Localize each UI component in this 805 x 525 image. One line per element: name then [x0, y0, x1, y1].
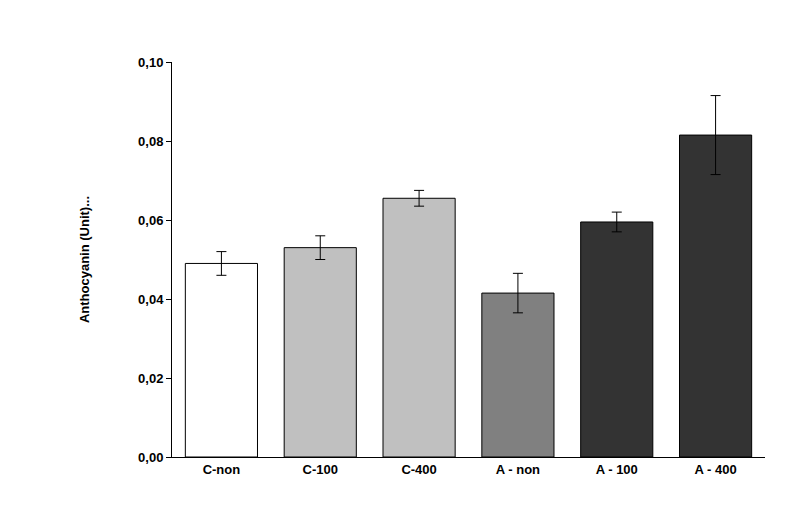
svg-text:0,06: 0,06: [138, 213, 163, 228]
svg-text:0,02: 0,02: [138, 371, 163, 386]
svg-text:0,04: 0,04: [138, 292, 164, 307]
svg-text:A - 100: A - 100: [596, 462, 638, 477]
svg-text:0,10: 0,10: [138, 55, 163, 70]
svg-text:A - 400: A - 400: [695, 462, 737, 477]
svg-text:C-400: C-400: [401, 462, 436, 477]
svg-text:0,00: 0,00: [138, 450, 163, 465]
svg-text:0,08: 0,08: [138, 134, 163, 149]
svg-text:Anthocyanin (Unit)...: Anthocyanin (Unit)...: [77, 196, 92, 323]
svg-text:C-non: C-non: [203, 462, 241, 477]
svg-text:A - non: A - non: [496, 462, 540, 477]
svg-text:C-100: C-100: [303, 462, 338, 477]
